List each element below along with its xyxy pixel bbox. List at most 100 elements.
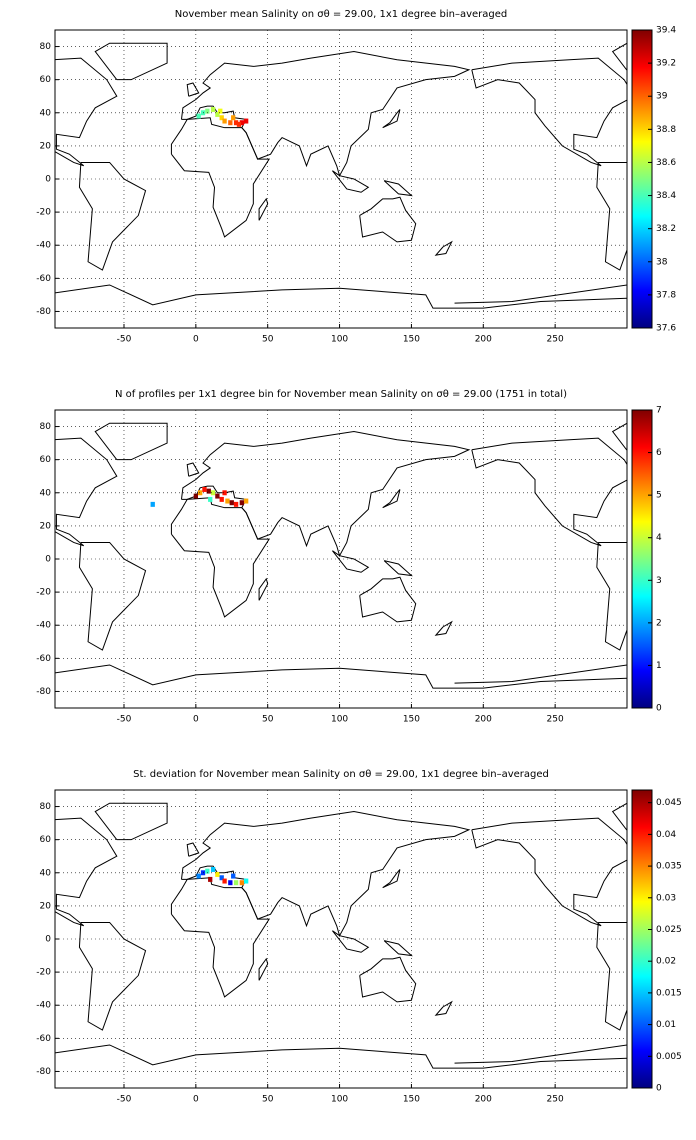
data-cell — [243, 878, 249, 884]
colorbar-tick-label: 0.04 — [656, 830, 676, 840]
data-cell — [231, 115, 236, 121]
data-cell — [215, 111, 220, 117]
y-tick-label: -60 — [36, 654, 51, 664]
y-tick-label: -60 — [36, 274, 51, 284]
colorbar-tick-label: 1 — [656, 661, 662, 671]
data-cell — [208, 876, 213, 882]
colorbar-tick-label: 0.045 — [656, 798, 682, 808]
colorbar-tick-label: 0.005 — [656, 1052, 682, 1062]
colorbar-tick-label: 3 — [656, 576, 662, 586]
x-tick-label: 50 — [262, 1095, 274, 1105]
data-cell — [215, 871, 220, 877]
y-tick-label: -20 — [36, 208, 51, 218]
colorbar-tick-label: 7 — [656, 406, 662, 416]
data-cell — [196, 113, 201, 119]
data-cell — [215, 493, 220, 499]
y-tick-label: -80 — [36, 687, 51, 697]
y-tick-label: 80 — [40, 42, 52, 52]
colorbar-tick-label: 39.4 — [656, 26, 676, 36]
x-tick-label: 0 — [193, 1095, 199, 1105]
data-cell — [150, 501, 155, 507]
data-cell — [233, 880, 239, 886]
colorbar-tick-label: 6 — [656, 448, 662, 458]
colorbar-tick-label: 38.6 — [656, 158, 676, 168]
data-cell — [205, 868, 210, 874]
data-cell — [222, 118, 227, 124]
x-tick-label: -50 — [117, 335, 132, 345]
colorbar-tick-label: 0.015 — [656, 988, 682, 998]
y-tick-label: 0 — [45, 175, 51, 185]
data-cell — [206, 488, 211, 494]
data-cell — [202, 486, 207, 492]
data-cell — [239, 880, 244, 886]
y-tick-label: -40 — [36, 1001, 51, 1011]
colorbar-tick-label: 39 — [656, 92, 668, 102]
y-tick-label: 40 — [40, 868, 52, 878]
colorbar-tick-label: 5 — [656, 491, 662, 501]
data-cell — [210, 490, 216, 496]
colorbar-tick-label: 37.8 — [656, 290, 676, 300]
colorbar-tick-label: 0 — [656, 704, 662, 714]
y-tick-label: 20 — [40, 141, 52, 151]
axes-frame — [54, 789, 628, 1089]
data-cell — [219, 496, 224, 502]
x-tick-label: 250 — [547, 715, 564, 725]
x-tick-label: 150 — [403, 335, 420, 345]
axes-frame — [54, 409, 628, 709]
y-tick-label: 80 — [40, 802, 52, 812]
data-cell — [243, 118, 249, 124]
data-cell — [236, 121, 242, 127]
y-tick-label: 60 — [40, 835, 52, 845]
data-cell — [228, 880, 233, 886]
colorbar-tick-label: 0.025 — [656, 925, 682, 935]
x-tick-label: 150 — [403, 715, 420, 725]
x-tick-label: 0 — [193, 335, 199, 345]
colorbar-tick-label: 0.03 — [656, 893, 676, 903]
data-cell — [219, 875, 224, 881]
chart-title: November mean Salinity on σθ = 29.00, 1x… — [175, 9, 508, 20]
map-area — [55, 422, 627, 689]
data-cell — [228, 120, 233, 126]
x-tick-label: 0 — [193, 715, 199, 725]
data-cell — [243, 498, 249, 504]
map-panel: November mean Salinity on σθ = 29.00, 1x… — [36, 9, 676, 345]
data-cell — [239, 500, 244, 506]
y-tick-label: 80 — [40, 422, 52, 432]
colorbar-tick-label: 0.01 — [656, 1020, 676, 1030]
colorbar-tick-label: 4 — [656, 533, 662, 543]
map-area — [55, 42, 627, 309]
x-tick-label: 100 — [331, 715, 348, 725]
x-tick-label: 150 — [403, 1095, 420, 1105]
x-tick-label: 200 — [475, 335, 492, 345]
data-cell — [233, 501, 239, 507]
data-cell — [193, 493, 198, 499]
data-cell — [208, 496, 213, 502]
y-tick-label: -80 — [36, 307, 51, 317]
data-cell — [222, 878, 227, 884]
data-cell — [225, 498, 230, 504]
colorbar-tick-label: 38 — [656, 257, 668, 267]
colorbar-tick-label: 38.8 — [656, 125, 676, 135]
colorbar — [631, 29, 653, 329]
y-tick-label: -40 — [36, 241, 51, 251]
data-cell — [205, 108, 210, 114]
x-tick-label: 250 — [547, 1095, 564, 1105]
data-cell — [239, 120, 244, 126]
map-area — [55, 802, 627, 1069]
data-cell — [222, 490, 227, 496]
y-tick-label: 0 — [45, 935, 51, 945]
map-panel: N of profiles per 1x1 degree bin for Nov… — [36, 389, 662, 725]
y-tick-label: 40 — [40, 488, 52, 498]
colorbar-tick-label: 38.4 — [656, 191, 676, 201]
colorbar-tick-label: 0.035 — [656, 862, 682, 872]
data-cell — [231, 873, 236, 879]
colorbar-tick-label: 0.02 — [656, 957, 676, 967]
colorbar-tick-label: 39.2 — [656, 59, 676, 69]
x-tick-label: 100 — [331, 1095, 348, 1105]
data-cell — [218, 108, 223, 114]
chart-title: N of profiles per 1x1 degree bin for Nov… — [115, 389, 567, 400]
data-cell — [229, 500, 234, 506]
colorbar-tick-label: 38.2 — [656, 224, 676, 234]
y-tick-label: 60 — [40, 75, 52, 85]
